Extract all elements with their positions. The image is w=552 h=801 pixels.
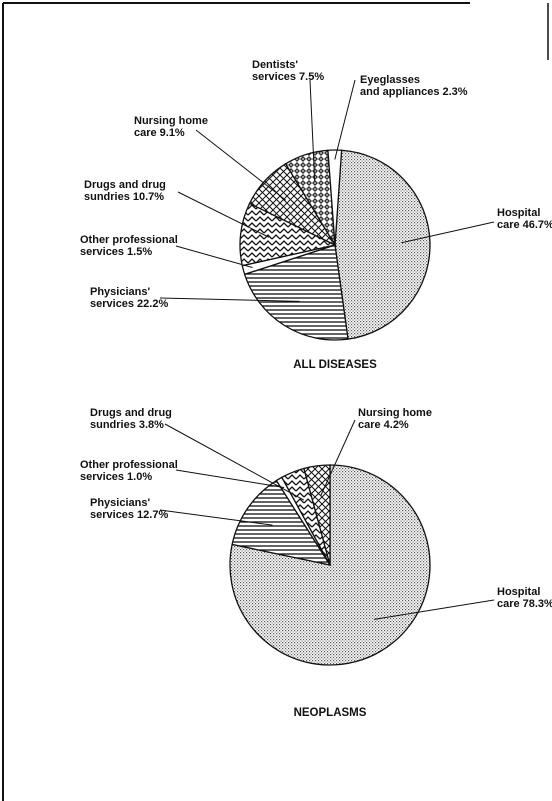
label-line: care bbox=[497, 219, 520, 231]
slice-label: Nursing home care bbox=[358, 407, 435, 431]
label-line: care bbox=[358, 419, 381, 431]
label-line: sundries bbox=[84, 191, 130, 203]
slice-value: 46.7% bbox=[523, 219, 552, 231]
leader-line bbox=[159, 297, 300, 302]
slice-label: Nursing home care bbox=[134, 115, 211, 139]
slice-label: Other professional services bbox=[80, 234, 181, 258]
slice-value: 1.5% bbox=[127, 246, 152, 258]
pie-slice bbox=[334, 149, 431, 340]
slice-value: 3.8% bbox=[139, 419, 164, 431]
slice-label: Physicians' services bbox=[90, 286, 153, 310]
label-line: Eyeglasses bbox=[360, 74, 423, 86]
slice-value: 9.1% bbox=[160, 127, 185, 139]
label-line: Dentists' bbox=[252, 59, 301, 71]
label-line: care bbox=[134, 127, 157, 139]
leader-line bbox=[374, 599, 495, 620]
label-line: services bbox=[90, 298, 134, 310]
leader-line bbox=[334, 79, 356, 160]
label-line: Nursing home bbox=[358, 407, 435, 419]
label-line: services bbox=[80, 246, 124, 258]
leader-line bbox=[309, 79, 316, 182]
label-line: Other professional bbox=[80, 234, 181, 246]
slice-label: Physicians' services bbox=[90, 497, 153, 521]
slice-label: Hospital care bbox=[497, 207, 543, 231]
leader-line bbox=[164, 423, 305, 501]
slice-label: Dentists' services bbox=[252, 59, 301, 83]
leader-line bbox=[159, 509, 273, 526]
label-line: Hospital bbox=[497, 586, 543, 598]
slice-value: 7.5% bbox=[299, 71, 324, 83]
label-line: Drugs and drug bbox=[84, 179, 169, 191]
label-line: Drugs and drug bbox=[90, 407, 175, 419]
label-line: Physicians' bbox=[90, 497, 153, 509]
leader-line bbox=[320, 419, 356, 496]
label-line: services bbox=[90, 509, 134, 521]
pie-slice bbox=[243, 244, 349, 341]
label-line: care bbox=[497, 598, 520, 610]
slice-label: Other professional services bbox=[80, 459, 181, 483]
chart-title: ALL DISEASES bbox=[293, 359, 377, 371]
slice-value: 1.0% bbox=[127, 471, 152, 483]
slice-label: Hospital care bbox=[497, 586, 543, 610]
slice-value: 12.7% bbox=[137, 509, 168, 521]
label-line: services bbox=[80, 471, 124, 483]
label-line: Physicians' bbox=[90, 286, 153, 298]
slice-label: Drugs and drug sundries bbox=[84, 179, 169, 203]
label-line: sundries bbox=[90, 419, 136, 431]
label-line: and appliances bbox=[360, 86, 439, 98]
pie-slice bbox=[327, 149, 343, 246]
leader-line bbox=[175, 469, 285, 489]
slice-value: 22.2% bbox=[137, 298, 168, 310]
slice-value: 2.3% bbox=[442, 86, 467, 98]
slice-value: 10.7% bbox=[133, 191, 164, 203]
pie-slice bbox=[231, 479, 332, 566]
slice-label: Drugs and drug sundries bbox=[90, 407, 175, 431]
slice-label: Eyeglasses and appliances bbox=[360, 74, 439, 98]
leader-line bbox=[401, 221, 495, 244]
slice-value: 78.3% bbox=[523, 598, 552, 610]
label-line: Other professional bbox=[80, 459, 181, 471]
label-line: services bbox=[252, 71, 296, 83]
chart-title: NEOPLASMS bbox=[294, 707, 367, 719]
leader-line bbox=[177, 191, 270, 238]
label-line: Nursing home bbox=[134, 115, 211, 127]
slice-value: 4.2% bbox=[384, 419, 409, 431]
leader-line bbox=[195, 129, 287, 201]
label-line: Hospital bbox=[497, 207, 543, 219]
leader-line bbox=[175, 245, 253, 268]
